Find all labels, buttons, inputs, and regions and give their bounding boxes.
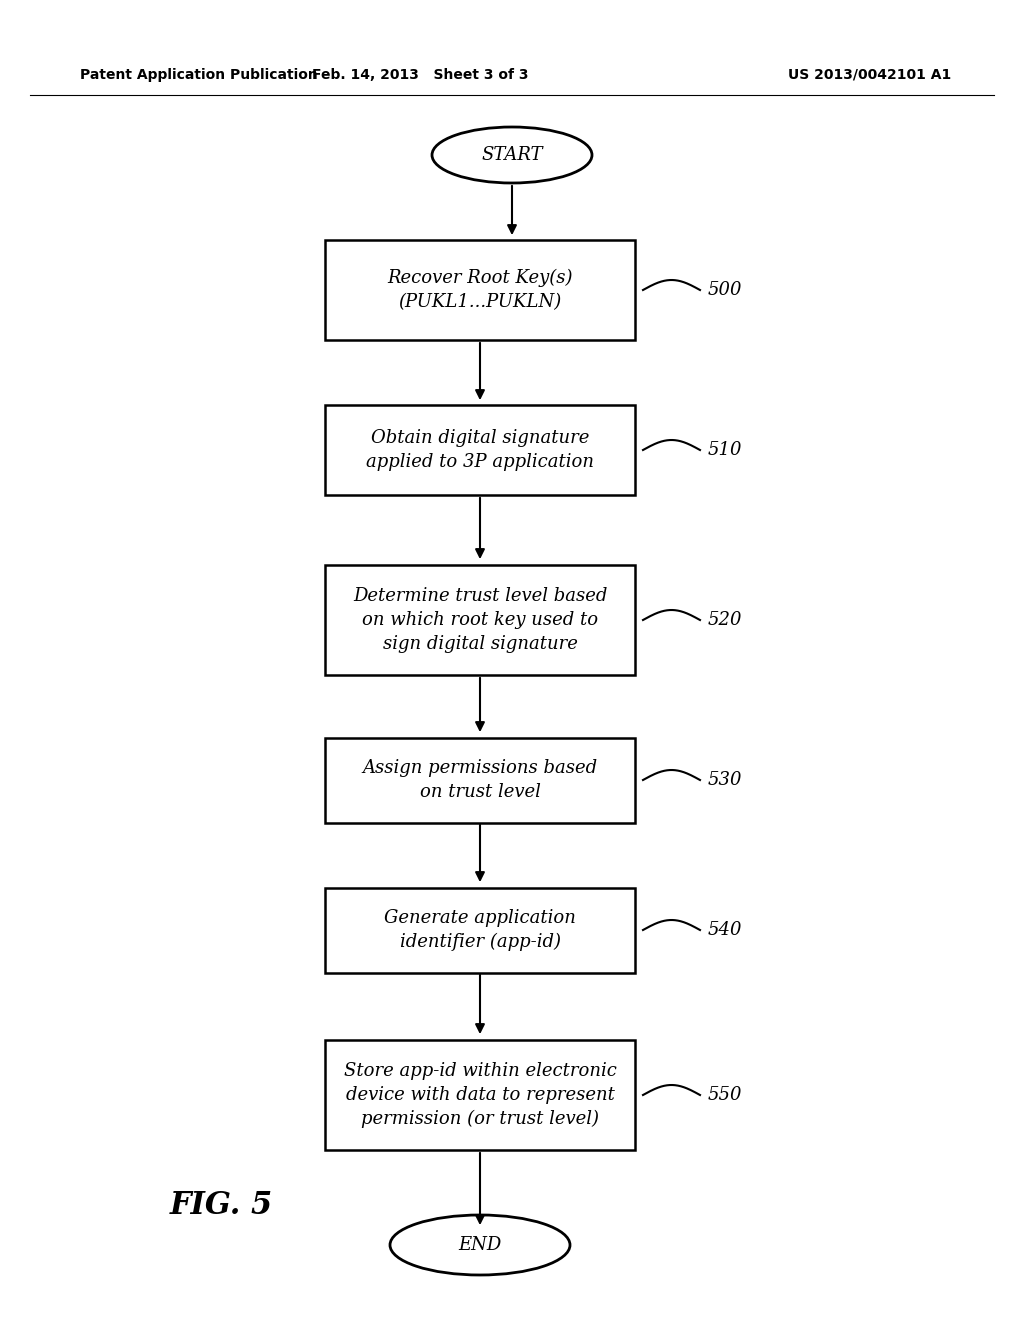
- Text: Recover Root Key(s)
(PUKL1...PUKLN): Recover Root Key(s) (PUKL1...PUKLN): [387, 269, 572, 312]
- FancyBboxPatch shape: [325, 565, 635, 675]
- Text: 540: 540: [708, 921, 742, 939]
- Text: Store app-id within electronic
device with data to represent
permission (or trus: Store app-id within electronic device wi…: [344, 1063, 616, 1127]
- Text: US 2013/0042101 A1: US 2013/0042101 A1: [788, 69, 951, 82]
- FancyBboxPatch shape: [325, 887, 635, 973]
- Ellipse shape: [432, 127, 592, 183]
- Ellipse shape: [390, 1214, 570, 1275]
- Text: END: END: [459, 1236, 502, 1254]
- Text: Assign permissions based
on trust level: Assign permissions based on trust level: [362, 759, 598, 801]
- FancyBboxPatch shape: [325, 1040, 635, 1150]
- Text: Determine trust level based
on which root key used to
sign digital signature: Determine trust level based on which roo…: [353, 587, 607, 652]
- FancyBboxPatch shape: [325, 738, 635, 822]
- Text: START: START: [481, 147, 543, 164]
- Text: 550: 550: [708, 1086, 742, 1104]
- Text: FIG. 5: FIG. 5: [170, 1189, 273, 1221]
- Text: 520: 520: [708, 611, 742, 630]
- Text: Feb. 14, 2013   Sheet 3 of 3: Feb. 14, 2013 Sheet 3 of 3: [311, 69, 528, 82]
- Text: 500: 500: [708, 281, 742, 300]
- Text: Patent Application Publication: Patent Application Publication: [80, 69, 317, 82]
- Text: 530: 530: [708, 771, 742, 789]
- Text: Obtain digital signature
applied to 3P application: Obtain digital signature applied to 3P a…: [366, 429, 594, 471]
- FancyBboxPatch shape: [325, 405, 635, 495]
- FancyBboxPatch shape: [325, 240, 635, 341]
- Text: Generate application
identifier (app-id): Generate application identifier (app-id): [384, 909, 575, 950]
- Text: 510: 510: [708, 441, 742, 459]
